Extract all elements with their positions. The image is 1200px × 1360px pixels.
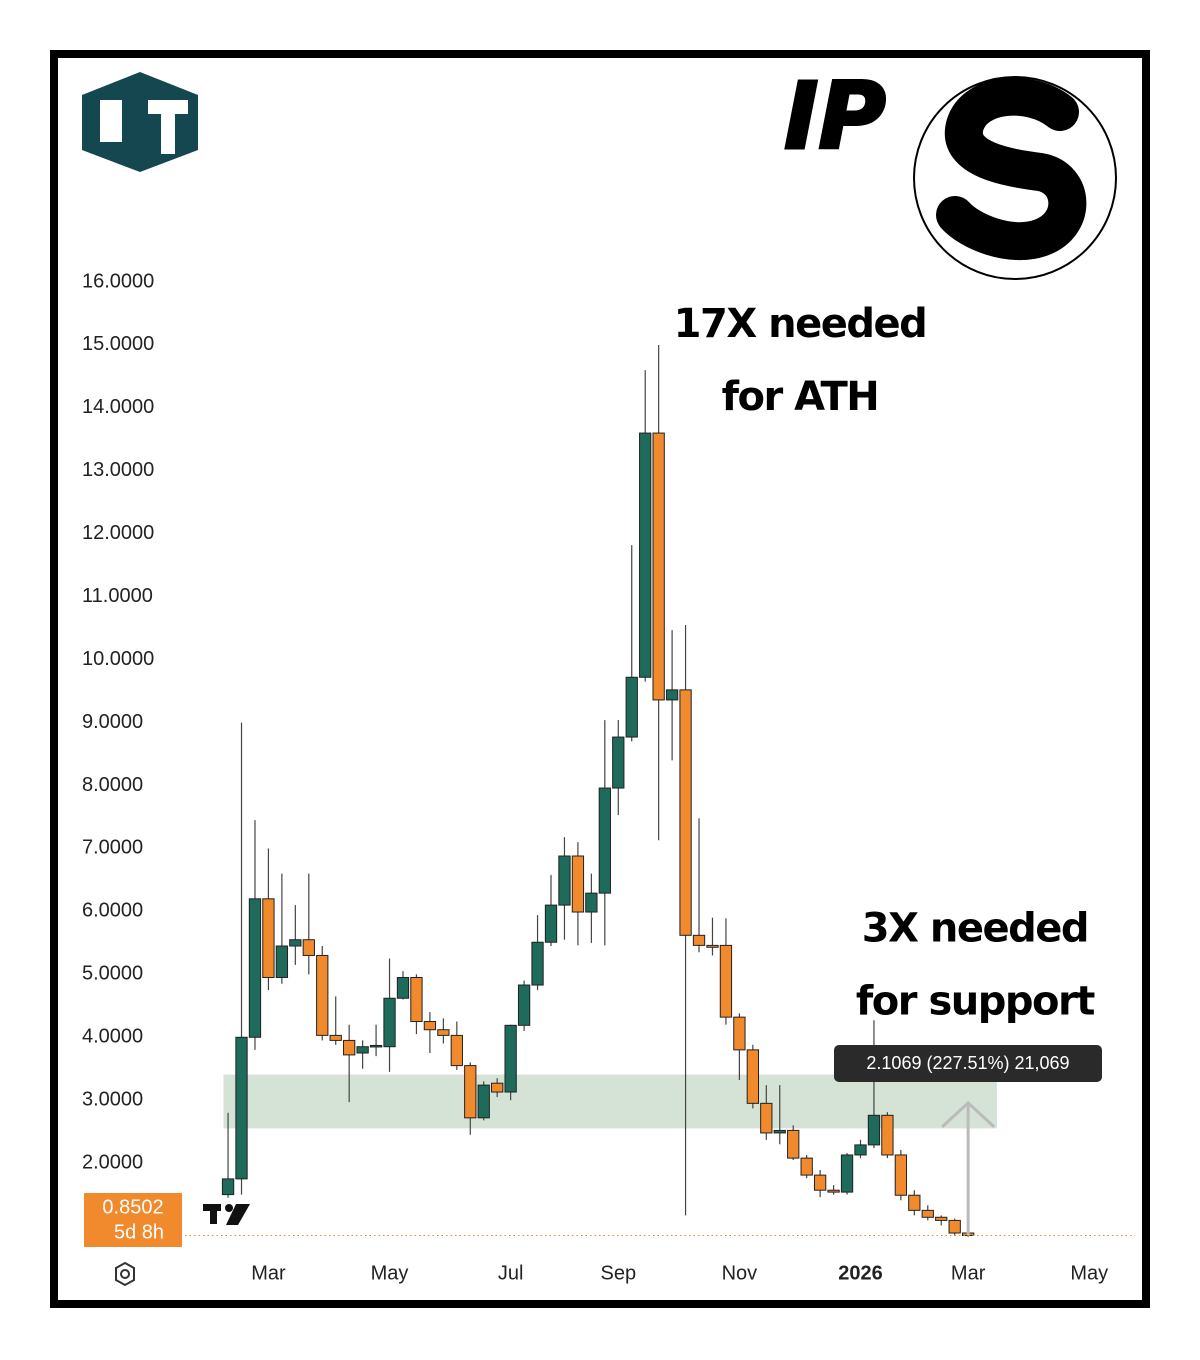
last-price-label: 0.8502 <box>102 1196 163 1218</box>
candle-body <box>894 1154 908 1196</box>
candle-body <box>827 1189 840 1193</box>
y-tick-label: 4.0000 <box>82 1026 143 1048</box>
candle-body <box>813 1174 827 1191</box>
candle-body <box>571 855 585 913</box>
candle-body <box>450 1034 463 1067</box>
annotation: 3X needed <box>862 905 1088 951</box>
candle-body <box>746 1049 759 1104</box>
brand-logo <box>913 76 1117 280</box>
candle-body <box>369 1044 383 1048</box>
y-tick-label: 10.0000 <box>82 648 154 670</box>
measure-arrow-head <box>941 1100 996 1129</box>
candle-body <box>585 892 598 913</box>
candle-body <box>625 676 638 738</box>
y-tick-label: 12.0000 <box>82 522 154 544</box>
brand-text: IP <box>784 63 886 170</box>
support-zone <box>223 1074 997 1129</box>
candle-body <box>598 787 611 894</box>
x-tick-label: May <box>1070 1262 1108 1284</box>
y-tick-label: 16.0000 <box>82 270 154 292</box>
candle-body <box>423 1021 437 1031</box>
candle-body <box>760 1102 773 1134</box>
candle-body <box>719 944 733 1018</box>
candle-body <box>383 997 396 1048</box>
logo <box>82 72 198 172</box>
y-tick-label: 14.0000 <box>82 396 154 418</box>
candle-body <box>289 939 302 947</box>
y-tick-label: 6.0000 <box>82 900 143 922</box>
candle-body <box>665 689 679 701</box>
candle-body <box>639 432 652 678</box>
x-tick-label: May <box>371 1262 409 1284</box>
settings-icon[interactable] <box>115 1261 135 1287</box>
candle-body <box>221 1178 235 1196</box>
candle-body <box>800 1157 813 1176</box>
countdown-label: 5d 8h <box>114 1221 164 1243</box>
candle-body <box>356 1046 369 1054</box>
y-tick-label: 7.0000 <box>82 837 143 859</box>
candle-body <box>881 1114 894 1156</box>
y-tick-label: 15.0000 <box>82 333 154 355</box>
candle-body <box>692 934 706 946</box>
annotation: for ATH <box>722 374 879 420</box>
candle-body <box>477 1084 490 1119</box>
y-tick-label: 3.0000 <box>82 1088 143 1110</box>
candle-body <box>854 1144 867 1156</box>
candle-body <box>235 1036 248 1180</box>
x-tick-label: Mar <box>251 1262 286 1284</box>
x-tick-label: 2026 <box>838 1262 883 1284</box>
y-tick-label: 13.0000 <box>82 459 154 481</box>
candle-body <box>262 898 275 978</box>
candle-body <box>517 984 531 1026</box>
candle-body <box>544 904 558 943</box>
y-tick-label: 8.0000 <box>82 774 143 796</box>
y-tick-label: 11.0000 <box>82 585 153 607</box>
candle-body <box>343 1039 356 1056</box>
candle-body <box>275 945 289 978</box>
candle-body <box>840 1154 854 1193</box>
candle-body <box>706 944 719 948</box>
candle-body <box>652 432 665 701</box>
candle-body <box>504 1024 517 1093</box>
x-tick-label: Jul <box>498 1262 524 1284</box>
tradingview-logo <box>203 1204 250 1225</box>
annotation: for support <box>856 978 1095 1024</box>
y-tick-label: 9.0000 <box>82 711 143 733</box>
candle-body <box>921 1209 934 1218</box>
candle-body <box>302 939 315 956</box>
candle-body <box>396 976 410 999</box>
y-tick-label: 5.0000 <box>82 963 143 985</box>
x-tick-label: Mar <box>951 1262 986 1284</box>
candle-body <box>908 1194 921 1211</box>
candle-body <box>316 954 329 1036</box>
candle-body <box>935 1216 948 1221</box>
x-tick-label: Nov <box>722 1262 758 1284</box>
candle-body <box>948 1219 961 1234</box>
candle-body <box>464 1065 477 1119</box>
candle-body <box>437 1029 450 1036</box>
candle-body <box>612 736 625 789</box>
candle-body <box>867 1114 881 1146</box>
candle-body <box>733 1016 746 1051</box>
x-tick-label: Sep <box>600 1262 636 1284</box>
candle-body <box>679 689 692 936</box>
candle-body <box>410 976 423 1023</box>
candle-body <box>558 855 571 906</box>
candle-body <box>329 1034 342 1041</box>
candle-body <box>531 941 544 986</box>
last-price-box <box>84 1193 182 1247</box>
annotation: 17X needed <box>674 301 927 347</box>
candle-body <box>787 1129 800 1159</box>
y-tick-label: 2.0000 <box>82 1151 143 1173</box>
candle-body <box>491 1082 504 1093</box>
candle-body <box>773 1129 786 1134</box>
candle-body <box>248 898 262 1038</box>
measure-label: 2.1069 (227.51%) 21,069 <box>866 1053 1069 1073</box>
measure-tooltip <box>834 1045 1102 1082</box>
